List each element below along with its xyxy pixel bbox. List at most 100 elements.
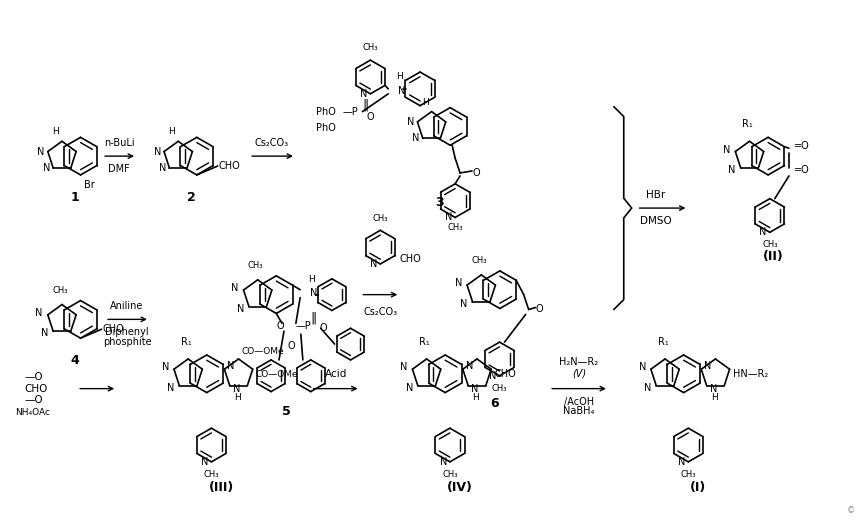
Text: N: N bbox=[37, 147, 45, 157]
Text: N: N bbox=[638, 362, 645, 372]
Text: ‖: ‖ bbox=[362, 98, 369, 111]
Text: N: N bbox=[703, 361, 711, 371]
Text: H: H bbox=[233, 393, 240, 402]
Text: N: N bbox=[153, 147, 161, 157]
Text: N: N bbox=[709, 384, 716, 394]
Text: HN—R₂: HN—R₂ bbox=[732, 369, 767, 379]
Text: N: N bbox=[167, 383, 174, 393]
Text: CH₃: CH₃ bbox=[53, 286, 68, 294]
Text: H: H bbox=[421, 98, 428, 106]
Text: 5: 5 bbox=[282, 406, 290, 419]
Text: N: N bbox=[201, 457, 208, 467]
Text: H: H bbox=[472, 393, 479, 402]
Text: N: N bbox=[35, 308, 43, 318]
Text: Br: Br bbox=[84, 180, 94, 190]
Text: CO—OMe: CO—OMe bbox=[256, 370, 298, 378]
Text: N: N bbox=[162, 362, 169, 372]
Text: Acid: Acid bbox=[324, 369, 346, 379]
Text: Cs₂CO₃: Cs₂CO₃ bbox=[255, 138, 288, 148]
Text: HBr: HBr bbox=[645, 190, 665, 200]
Text: DMF: DMF bbox=[108, 164, 130, 174]
Text: R₁: R₁ bbox=[741, 120, 752, 129]
Text: 2: 2 bbox=[187, 191, 195, 204]
Text: N: N bbox=[643, 383, 651, 393]
Text: H: H bbox=[168, 127, 175, 136]
Text: —P: —P bbox=[295, 322, 312, 331]
Text: N: N bbox=[231, 283, 238, 293]
Text: —P: —P bbox=[343, 106, 358, 116]
Text: CH₃: CH₃ bbox=[447, 223, 462, 232]
Text: N: N bbox=[310, 288, 317, 298]
Text: NaBH₄: NaBH₄ bbox=[563, 407, 594, 417]
Text: CHO: CHO bbox=[219, 161, 240, 171]
Text: O: O bbox=[287, 341, 294, 351]
Text: ©: © bbox=[846, 506, 854, 515]
Text: PhO: PhO bbox=[315, 106, 335, 116]
Text: H: H bbox=[307, 275, 314, 284]
Text: N: N bbox=[43, 163, 50, 173]
Text: N: N bbox=[159, 163, 166, 173]
Text: N: N bbox=[405, 383, 412, 393]
Text: 1: 1 bbox=[71, 191, 79, 204]
Text: CHO: CHO bbox=[25, 384, 48, 394]
Text: H: H bbox=[709, 393, 716, 402]
Text: O: O bbox=[535, 304, 542, 314]
Text: =O: =O bbox=[793, 165, 808, 175]
Text: CH₃: CH₃ bbox=[442, 470, 457, 479]
Text: Diphenyl: Diphenyl bbox=[105, 327, 149, 337]
Text: CH₃: CH₃ bbox=[492, 384, 507, 393]
Text: R₁: R₁ bbox=[418, 337, 430, 347]
Text: R₁: R₁ bbox=[657, 337, 667, 347]
Text: CH₃: CH₃ bbox=[248, 261, 263, 270]
Text: DMSO: DMSO bbox=[639, 216, 671, 226]
Text: PhO: PhO bbox=[315, 123, 335, 134]
Text: N: N bbox=[360, 89, 367, 99]
Text: CH₃: CH₃ bbox=[471, 256, 486, 265]
Text: N: N bbox=[444, 212, 452, 222]
Text: N: N bbox=[236, 304, 244, 314]
Text: O: O bbox=[319, 323, 327, 333]
Text: N: N bbox=[412, 134, 419, 144]
Text: N: N bbox=[400, 362, 407, 372]
Text: Cs₂CO₃: Cs₂CO₃ bbox=[362, 306, 397, 316]
Text: N: N bbox=[227, 361, 234, 371]
Text: CH₃: CH₃ bbox=[372, 215, 387, 223]
Text: ‖: ‖ bbox=[310, 312, 317, 325]
Text: —O: —O bbox=[25, 372, 43, 382]
Text: CH₃: CH₃ bbox=[362, 43, 378, 52]
Text: O: O bbox=[366, 112, 374, 122]
Text: N: N bbox=[460, 299, 467, 309]
Text: CHO: CHO bbox=[102, 324, 124, 334]
Text: (IV): (IV) bbox=[446, 481, 472, 494]
Text: N: N bbox=[398, 86, 406, 96]
Text: (I): (I) bbox=[690, 481, 705, 494]
Text: N: N bbox=[465, 361, 473, 371]
Text: N: N bbox=[722, 145, 729, 155]
Text: —O: —O bbox=[25, 396, 43, 406]
Text: phosphite: phosphite bbox=[102, 337, 152, 347]
Text: NH₄OAc: NH₄OAc bbox=[15, 408, 50, 417]
Text: H: H bbox=[396, 72, 402, 81]
Text: N: N bbox=[369, 259, 377, 269]
Text: N: N bbox=[728, 165, 735, 175]
Text: =O: =O bbox=[793, 141, 808, 151]
Text: CH₃: CH₃ bbox=[761, 240, 777, 249]
Text: 3: 3 bbox=[435, 196, 443, 209]
Text: CHO: CHO bbox=[493, 369, 515, 379]
Text: CHO: CHO bbox=[400, 254, 421, 264]
Text: (III): (III) bbox=[208, 481, 233, 494]
Text: H₂N—R₂: H₂N—R₂ bbox=[559, 357, 598, 367]
Text: 4: 4 bbox=[71, 354, 79, 367]
Text: /AcOH: /AcOH bbox=[563, 397, 593, 407]
Text: N: N bbox=[232, 384, 240, 394]
Text: N: N bbox=[678, 457, 684, 467]
Text: CH₃: CH₃ bbox=[203, 470, 219, 479]
Text: N: N bbox=[759, 227, 766, 238]
Text: H: H bbox=[53, 127, 59, 136]
Text: CH₃: CH₃ bbox=[680, 470, 696, 479]
Text: N: N bbox=[406, 117, 414, 127]
Text: N: N bbox=[439, 457, 446, 467]
Text: CO—OMe: CO—OMe bbox=[241, 347, 284, 355]
Text: N: N bbox=[40, 328, 48, 338]
Text: O: O bbox=[472, 168, 479, 178]
